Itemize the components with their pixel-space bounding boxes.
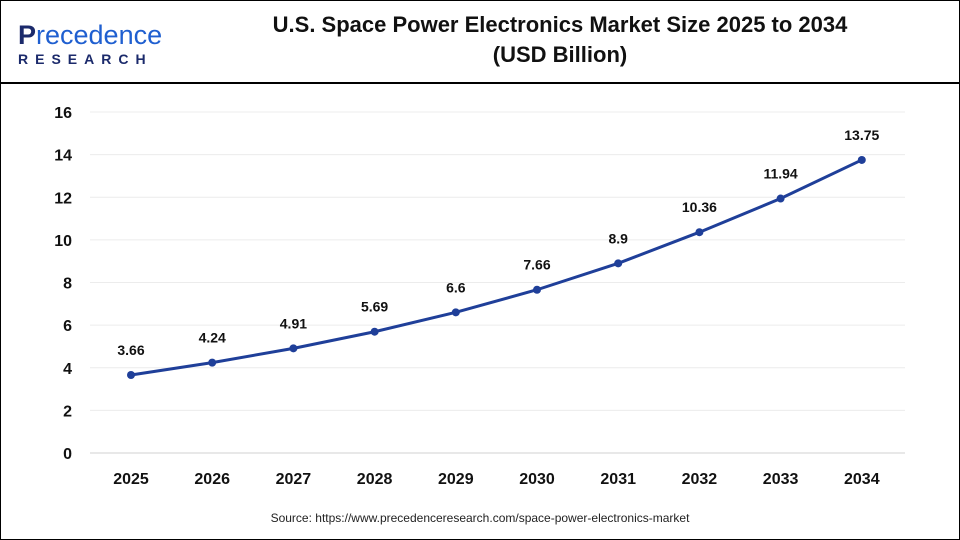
x-tick-label: 2031: [600, 471, 636, 488]
data-point: [533, 285, 541, 294]
y-tick-label: 12: [54, 190, 72, 207]
title-line-1: U.S. Space Power Electronics Market Size…: [272, 12, 848, 37]
precedence-research-logo: Precedence RESEARCH: [18, 20, 163, 68]
data-label: 5.69: [361, 299, 388, 315]
series-line: [130, 158, 863, 377]
x-tick-label: 2029: [438, 471, 474, 488]
source-note: Source: https://www.precedenceresearch.c…: [270, 511, 690, 525]
x-tick-label: 2030: [519, 471, 555, 488]
title-line-2: (USD Billion): [492, 42, 628, 67]
data-label: 4.91: [280, 315, 307, 331]
data-label: 10.36: [682, 199, 717, 215]
data-point: [451, 308, 460, 317]
data-point: [776, 194, 785, 203]
header-divider: [0, 82, 960, 84]
x-tick-label: 2033: [763, 471, 799, 488]
x-tick-label: 2026: [194, 471, 230, 488]
x-tick-label: 2034: [844, 471, 880, 488]
data-point: [857, 155, 866, 164]
y-tick-label: 14: [54, 148, 72, 165]
data-label: 6.6: [446, 279, 466, 295]
data-label: 8.9: [608, 230, 628, 246]
y-tick-label: 0: [63, 446, 72, 463]
y-tick-label: 2: [63, 403, 72, 420]
data-label: 13.75: [844, 127, 879, 143]
data-label: 4.24: [199, 330, 226, 346]
x-tick-label: 2025: [113, 471, 149, 488]
data-label: 3.66: [117, 342, 144, 358]
data-label: 7.66: [523, 257, 550, 273]
y-tick-label: 6: [63, 318, 72, 335]
y-tick-label: 4: [63, 361, 72, 378]
data-point: [289, 344, 298, 353]
y-tick-label: 10: [54, 233, 72, 250]
y-tick-label: 8: [63, 276, 72, 293]
data-point: [127, 370, 135, 379]
chart-title: U.S. Space Power Electronics Market Size…: [230, 10, 890, 70]
logo-word: recedence: [36, 20, 163, 50]
data-point: [695, 228, 704, 237]
logo-letter: P: [18, 20, 37, 50]
x-tick-label: 2028: [357, 471, 393, 488]
logo-subtitle: RESEARCH: [18, 51, 153, 67]
x-tick-label: 2027: [276, 471, 312, 488]
y-tick-label: 16: [54, 105, 72, 122]
data-point: [614, 259, 623, 268]
data-label: 11.94: [763, 166, 797, 182]
x-tick-label: 2032: [682, 471, 718, 488]
data-point: [370, 327, 379, 336]
data-point: [208, 358, 217, 367]
